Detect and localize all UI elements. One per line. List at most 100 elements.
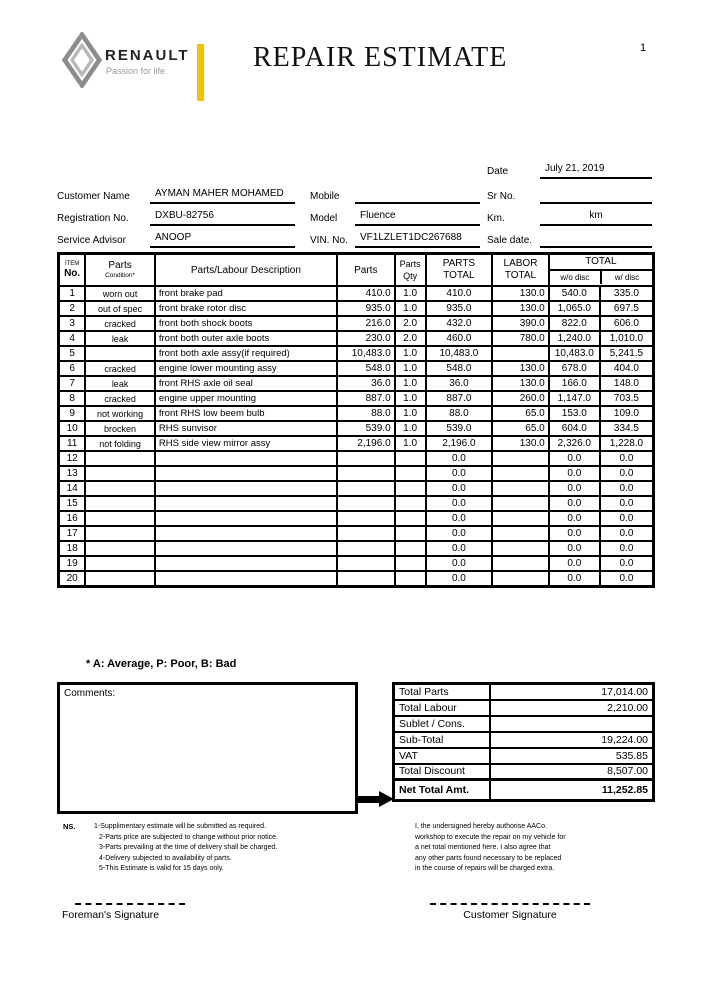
text-line: 1-Supplimentary estimate will be submitt… — [94, 823, 266, 830]
item-cell: front RHS axle oil seal — [153, 375, 338, 392]
service-advisor-field: ANOOP — [150, 232, 295, 248]
item-cell — [393, 480, 427, 497]
customer-signature-block: Customer Signature — [430, 903, 590, 921]
item-cell — [393, 540, 427, 557]
item-cell: 109.0 — [598, 405, 655, 422]
item-cell: front RHS low beem bulb — [153, 405, 338, 422]
item-cell — [335, 525, 396, 542]
item-cell: 548.0 — [424, 360, 494, 377]
item-cell — [153, 540, 338, 557]
item-cell — [393, 525, 427, 542]
item-cell: 678.0 — [547, 360, 601, 377]
totals-row-label: VAT — [392, 746, 491, 765]
item-cell: 130.0 — [491, 360, 550, 377]
item-cell: front brake pad — [153, 285, 338, 302]
item-cell: 604.0 — [547, 420, 601, 437]
item-cell — [393, 510, 427, 527]
item-cell: 780.0 — [491, 330, 550, 347]
text-line: 5-This Estimate is valid for 15 days onl… — [99, 865, 224, 872]
col-w-disc: w/ disc — [614, 273, 640, 282]
item-cell: 1,228.0 — [598, 435, 655, 452]
item-cell — [84, 450, 156, 467]
page-number: 1 — [640, 42, 647, 54]
item-cell: 1,010.0 — [598, 330, 655, 347]
item-cell: 935.0 — [335, 300, 396, 317]
text-line: 3-Parts prevailing at the time of delive… — [99, 844, 278, 851]
item-cell: 697.5 — [598, 300, 655, 317]
text-line: in the course of repairs will be charged… — [415, 865, 555, 872]
service-advisor-label: Service Advisor — [57, 235, 126, 246]
col-item-bottom: No. — [64, 268, 81, 279]
item-cell: 16 — [57, 510, 87, 527]
totals-row-value — [488, 714, 655, 733]
item-cell: engine upper mounting — [153, 390, 338, 407]
item-cell — [153, 480, 338, 497]
item-cell: 548.0 — [335, 360, 396, 377]
col-total-group: TOTAL w/o disc w/ disc — [547, 252, 655, 287]
item-row: 16 0.0 0.0 0.0 — [57, 510, 655, 527]
item-cell: brocken — [84, 420, 156, 437]
col-labor-total-bottom: TOTAL — [504, 270, 537, 281]
item-cell: 10,483.0 — [335, 345, 396, 362]
item-cell: 2,326.0 — [547, 435, 601, 452]
mobile-label: Mobile — [310, 191, 340, 202]
item-cell — [153, 495, 338, 512]
item-cell: 0.0 — [424, 450, 494, 467]
item-cell: 334.5 — [598, 420, 655, 437]
sr-no-field — [540, 188, 652, 204]
yellow-accent-bar — [197, 44, 204, 101]
brand-name: RENAULT — [105, 47, 190, 64]
totals-row-value: 2,210.00 — [488, 698, 655, 717]
foreman-signature-label: Foreman's Signature — [62, 909, 160, 921]
item-cell — [84, 495, 156, 512]
item-cell — [84, 540, 156, 557]
totals-row-label: Total Discount — [392, 762, 491, 781]
item-cell — [491, 495, 550, 512]
sale-date-label: Sale date. — [487, 235, 533, 246]
item-cell: 0.0 — [547, 480, 601, 497]
items-table: ITEM No. Parts Condition* Parts/Labour D… — [57, 252, 655, 588]
item-cell: 10 — [57, 420, 87, 437]
col-item-top: ITEM — [64, 261, 80, 267]
customer-signature-line — [430, 903, 590, 905]
item-cell: not folding — [84, 435, 156, 452]
item-cell: 1.0 — [393, 435, 427, 452]
col-parts-qty: Parts Qty — [393, 252, 427, 287]
col-labor-total: LABOR TOTAL — [491, 252, 550, 287]
col-parts-total-bottom: TOTAL — [443, 270, 475, 281]
item-cell: 10,483.0 — [547, 345, 601, 362]
item-cell: 130.0 — [491, 300, 550, 317]
item-cell: engine lower mounting assy — [153, 360, 338, 377]
item-cell: 0.0 — [547, 495, 601, 512]
totals-row-value: 19,224.00 — [488, 730, 655, 749]
item-row: 20 0.0 0.0 0.0 — [57, 570, 655, 587]
col-qty-top: Parts — [399, 259, 421, 269]
item-cell — [84, 480, 156, 497]
item-cell: 36.0 — [424, 375, 494, 392]
item-cell: 36.0 — [335, 375, 396, 392]
col-parts-total-top: PARTS — [442, 258, 476, 269]
item-cell: 539.0 — [335, 420, 396, 437]
item-cell: 1.0 — [393, 360, 427, 377]
km-field: km — [540, 210, 652, 226]
item-cell: 0.0 — [424, 465, 494, 482]
item-cell: 130.0 — [491, 285, 550, 302]
net-total-body: Net Total Amt. 11,252.85 — [392, 778, 655, 802]
mobile-field — [355, 188, 480, 204]
text-line: 4-Delivery subjected to availability of … — [99, 854, 232, 862]
item-cell: worn out — [84, 285, 156, 302]
item-cell: 0.0 — [547, 450, 601, 467]
item-cell: 0.0 — [547, 525, 601, 542]
item-cell: 0.0 — [598, 465, 655, 482]
brand-tagline: Passion for life — [106, 66, 166, 76]
item-cell: 260.0 — [491, 390, 550, 407]
item-cell: 65.0 — [491, 420, 550, 437]
foreman-signature-block: Foreman's Signature — [62, 903, 197, 921]
item-cell: 15 — [57, 495, 87, 512]
item-cell: 1.0 — [393, 345, 427, 362]
totals-row-value: 17,014.00 — [488, 682, 655, 701]
col-description: Parts/Labour Description — [153, 252, 338, 287]
item-cell — [153, 450, 338, 467]
item-row: 3 cracked front both shock boots 216.0 2.0 43… — [57, 315, 655, 332]
